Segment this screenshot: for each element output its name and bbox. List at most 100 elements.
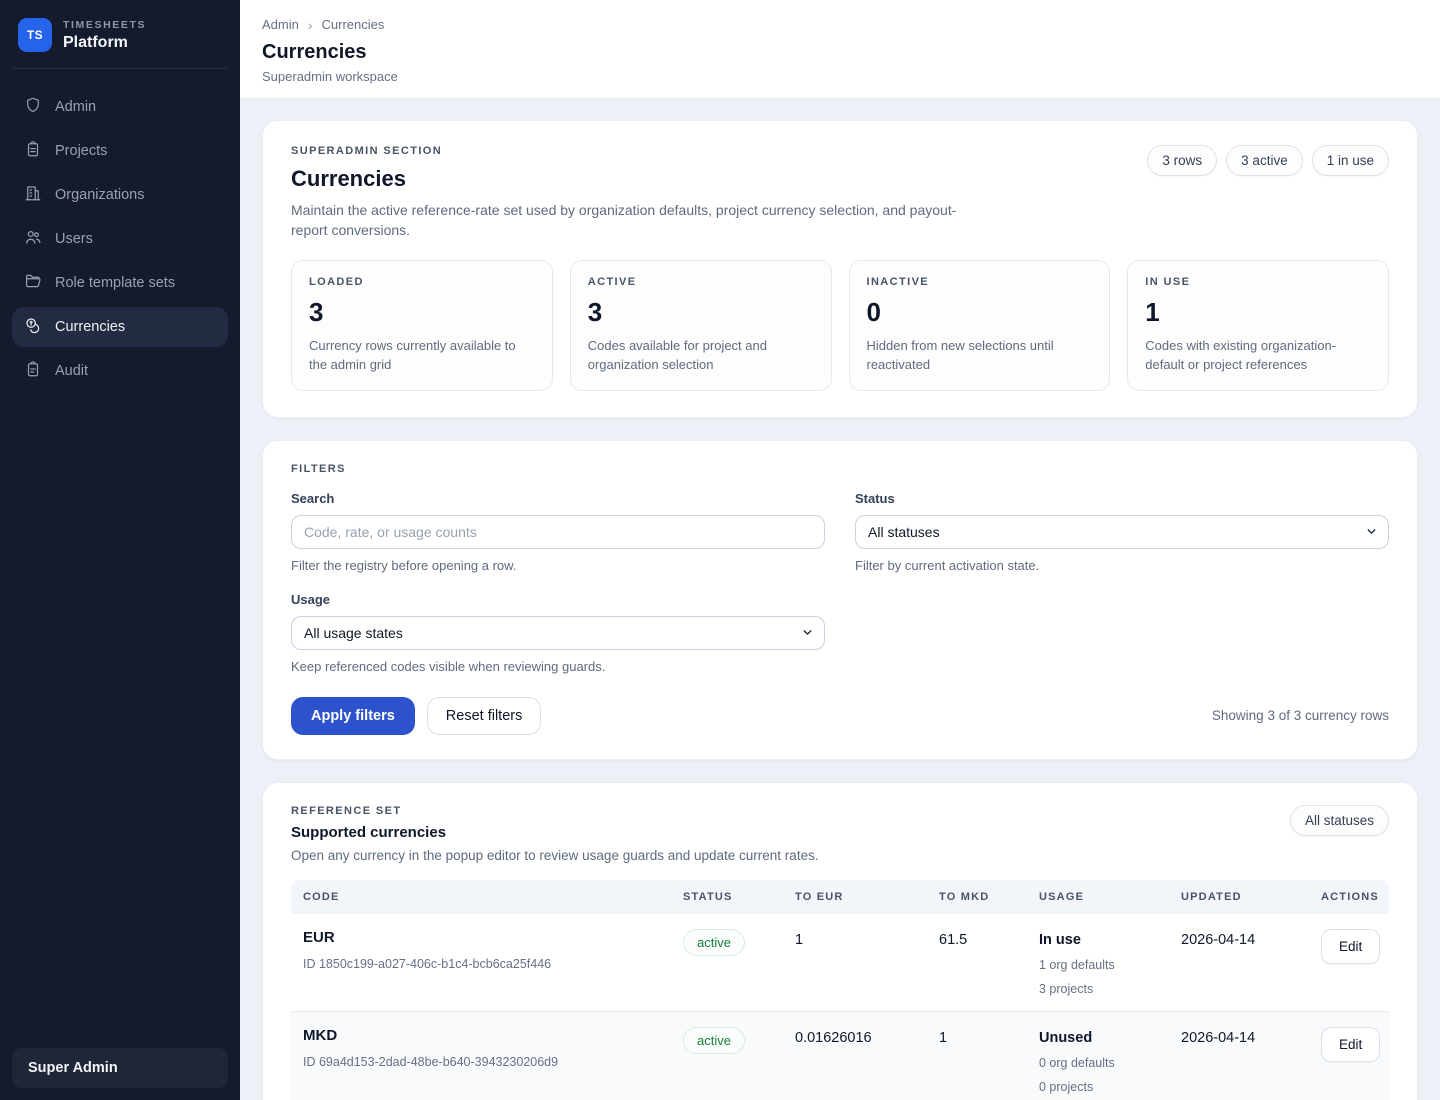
table-row: MKD ID 69a4d153-2dad-48be-b640-394323020… — [291, 1011, 1389, 1100]
stat-description: Codes available for project and organiza… — [587, 338, 767, 373]
stat-value: 3 — [309, 297, 324, 328]
overview-section-label: SUPERADMIN SECTION — [291, 145, 443, 157]
currency-id: ID 1850c199-a027-406c-b1c4-bcb6ca25f446 — [303, 956, 552, 971]
sidebar-item-label: Admin — [55, 99, 97, 115]
column-header-usage: USAGE — [1039, 890, 1085, 903]
edit-button[interactable]: Edit — [1321, 928, 1381, 964]
stat-card-loaded: LOADED 3 Currency rows currently availab… — [291, 260, 553, 391]
chevron-right-icon: › — [307, 16, 313, 33]
currency-code: MKD — [303, 1026, 338, 1044]
reset-filters-button[interactable]: Reset filters — [426, 696, 542, 735]
sidebar-item-label: Projects — [55, 143, 108, 159]
stat-label: ACTIVE — [587, 276, 637, 289]
table-title: Supported currencies — [291, 823, 447, 841]
filters-card: FILTERS Search Filter the registry befor… — [262, 439, 1418, 760]
usage-org-defaults: 1 org defaults — [1039, 957, 1115, 972]
coins-icon — [24, 316, 42, 338]
search-helper: Filter the registry before opening a row… — [291, 557, 517, 573]
updated-date: 2026-04-14 — [1181, 1029, 1256, 1046]
users-icon — [24, 228, 42, 250]
search-input[interactable] — [291, 514, 825, 549]
stat-label: LOADED — [309, 276, 364, 289]
stat-cards: LOADED 3 Currency rows currently availab… — [281, 260, 1399, 397]
stat-card-inactive: INACTIVE 0 Hidden from new selections un… — [848, 260, 1111, 391]
stat-card-active: ACTIVE 3 Codes available for project and… — [569, 260, 832, 391]
current-user-badge[interactable]: Super Admin — [12, 1048, 228, 1088]
sidebar-item-label: Users — [55, 231, 93, 247]
overview-description: Maintain the active reference-rate set u… — [291, 202, 957, 238]
stat-value: 1 — [1145, 297, 1160, 328]
sidebar-nav: Admin Projects Organizations Users Role … — [12, 87, 228, 391]
column-header-to-mkd: TO MKD — [939, 890, 990, 903]
page-content: SUPERADMIN SECTION Currencies Maintain t… — [240, 99, 1440, 1100]
sidebar-item-organizations[interactable]: Organizations — [12, 175, 228, 215]
sidebar-item-label: Currencies — [55, 319, 126, 335]
usage-org-defaults: 0 org defaults — [1039, 1055, 1115, 1070]
stat-description: Codes with existing organization-default… — [1145, 338, 1337, 373]
sidebar-item-audit[interactable]: Audit — [12, 351, 228, 391]
status-label: Status — [855, 490, 895, 506]
sidebar-item-admin[interactable]: Admin — [12, 87, 228, 127]
currency-table-card: REFERENCE SET Supported currencies Open … — [262, 781, 1418, 1100]
usage-projects: 3 projects — [1039, 981, 1094, 996]
usage-state: Unused — [1039, 1029, 1093, 1046]
currency-code: EUR — [303, 928, 335, 946]
page-subtitle: Superadmin workspace — [262, 69, 398, 84]
usage-select[interactable]: All usage states — [291, 615, 825, 650]
stat-description: Currency rows currently available to the… — [309, 338, 516, 373]
stat-label: IN USE — [1145, 276, 1191, 289]
status-select[interactable]: All statuses — [855, 514, 1389, 549]
apply-filters-button[interactable]: Apply filters — [291, 696, 415, 735]
clipboard-check-icon — [24, 360, 42, 382]
table-section-label: REFERENCE SET — [291, 804, 402, 817]
table-description: Open any currency in the popup editor to… — [291, 847, 819, 863]
sidebar-item-label: Audit — [55, 363, 89, 379]
page-title: Currencies — [262, 41, 367, 63]
column-header-status: STATUS — [683, 890, 733, 903]
column-header-actions: ACTIONS — [1321, 890, 1379, 903]
stat-label: INACTIVE — [866, 276, 930, 289]
breadcrumb: Admin › Currencies — [262, 17, 1418, 32]
overview-card: SUPERADMIN SECTION Currencies Maintain t… — [262, 120, 1418, 418]
to-mkd-value: 61.5 — [939, 931, 968, 948]
status-badge: active — [683, 928, 745, 956]
search-label: Search — [291, 490, 335, 506]
brand-name-top: TIMESHEETS — [63, 18, 147, 31]
currency-table: CODE STATUS TO EUR TO MKD USAGE UPDATED … — [291, 879, 1389, 1100]
status-helper: Filter by current activation state. — [855, 557, 1040, 573]
stat-card-in-use: IN USE 1 Codes with existing organizatio… — [1127, 260, 1389, 391]
usage-projects: 0 projects — [1039, 1079, 1094, 1094]
sidebar-item-role-template-sets[interactable]: Role template sets — [12, 263, 228, 303]
to-eur-value: 1 — [795, 931, 804, 948]
brand: TS TIMESHEETS Platform — [12, 14, 228, 69]
search-field: Search Filter the registry before openin… — [291, 491, 825, 573]
in-use-count-badge: 1 in use — [1311, 145, 1389, 176]
sidebar-item-label: Organizations — [55, 187, 145, 203]
overview-badges: 3 rows 3 active 1 in use — [1147, 145, 1389, 176]
stat-description: Hidden from new selections until reactiv… — [866, 338, 1054, 373]
overview-title: Currencies — [291, 166, 406, 191]
page-header: Admin › Currencies Currencies Superadmin… — [240, 0, 1440, 99]
to-eur-value: 0.01626016 — [795, 1029, 872, 1046]
edit-button[interactable]: Edit — [1321, 1026, 1381, 1062]
sidebar-item-users[interactable]: Users — [12, 219, 228, 259]
breadcrumb-admin[interactable]: Admin — [262, 17, 299, 32]
to-mkd-value: 1 — [939, 1029, 948, 1046]
main-area: Admin › Currencies Currencies Superadmin… — [240, 0, 1440, 1100]
usage-state: In use — [1039, 931, 1081, 948]
sidebar-item-projects[interactable]: Projects — [12, 131, 228, 171]
filters-section-label: FILTERS — [291, 462, 346, 475]
sidebar-item-currencies[interactable]: Currencies — [12, 307, 228, 347]
rows-count-badge: 3 rows — [1147, 145, 1218, 176]
table-row: EUR ID 1850c199-a027-406c-b1c4-bcb6ca25f… — [291, 913, 1389, 1012]
table-status-filter-badge: All statuses — [1289, 804, 1389, 836]
table-header-row: CODE STATUS TO EUR TO MKD USAGE UPDATED … — [291, 879, 1389, 914]
sidebar: TS TIMESHEETS Platform Admin Projects Or… — [0, 0, 240, 1100]
column-header-to-eur: TO EUR — [795, 890, 844, 903]
usage-helper: Keep referenced codes visible when revie… — [291, 658, 606, 674]
status-badge: active — [683, 1026, 745, 1054]
clipboard-icon — [24, 140, 42, 162]
app-logo: TS — [18, 18, 52, 52]
breadcrumb-currencies[interactable]: Currencies — [321, 17, 385, 32]
stat-value: 0 — [866, 297, 881, 328]
